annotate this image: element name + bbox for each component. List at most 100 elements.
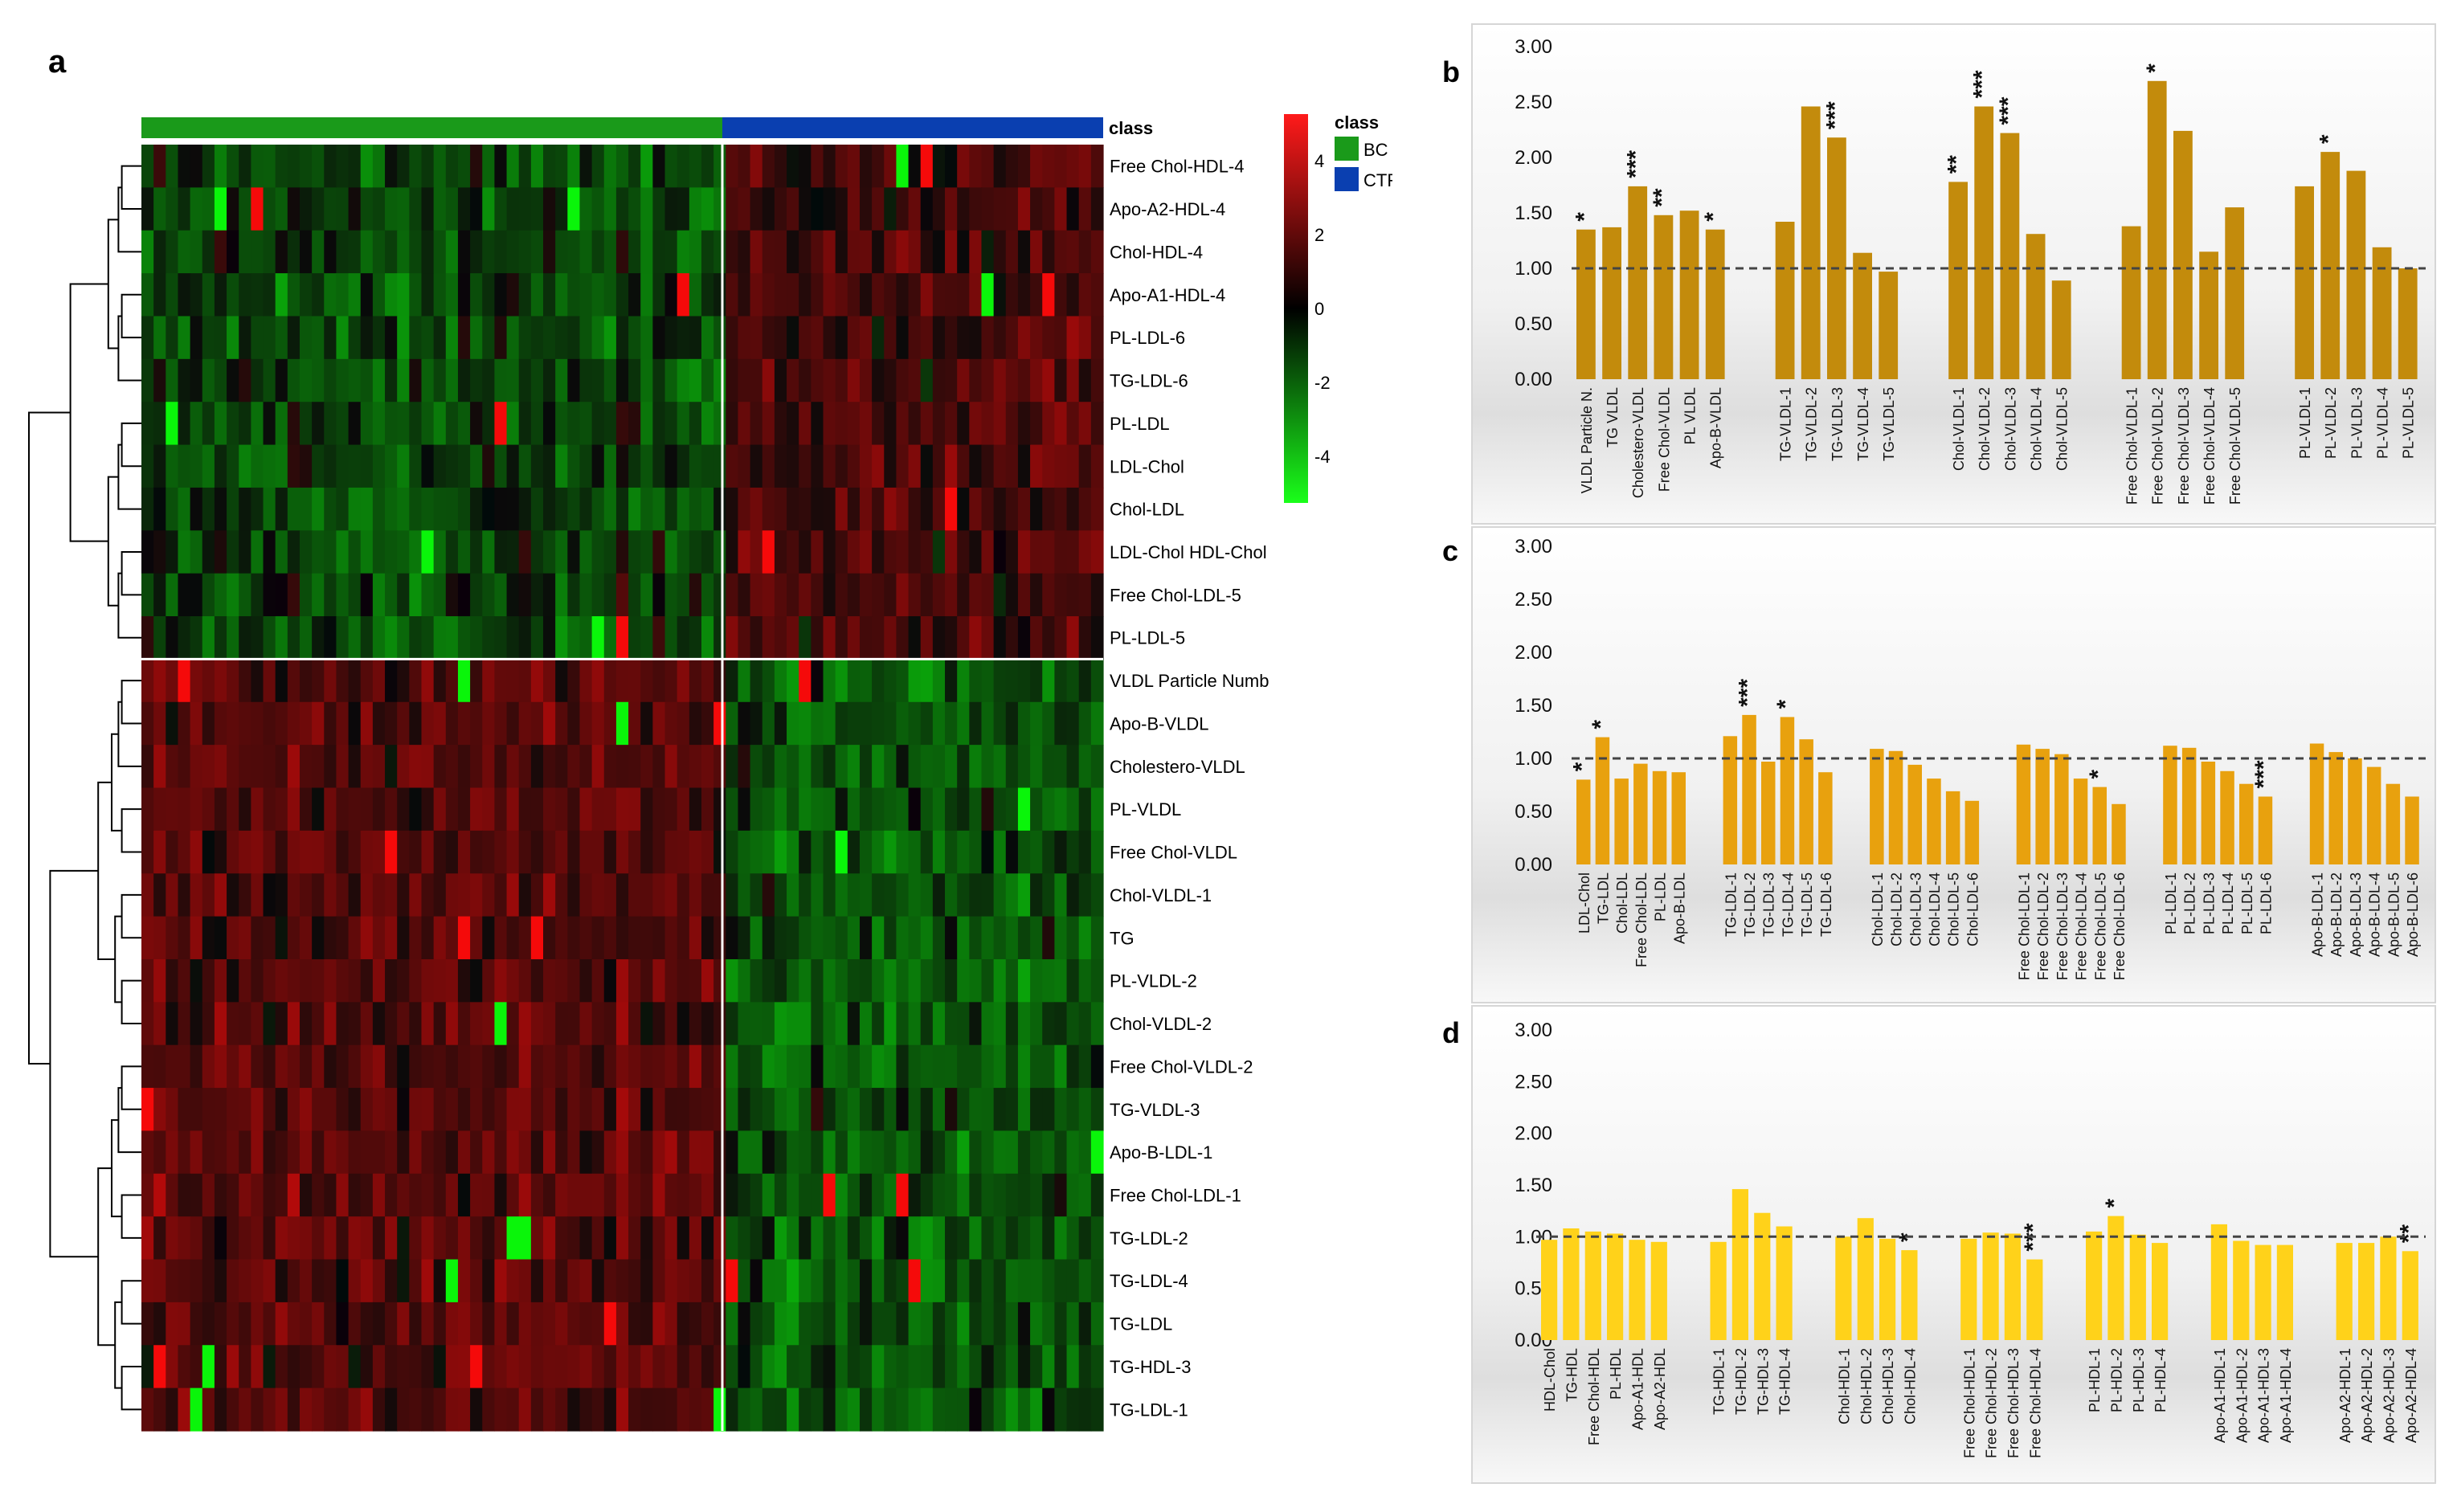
heatmap-cell (652, 659, 666, 703)
heatmap-cell (445, 145, 459, 188)
heatmap-cell (908, 1259, 922, 1303)
heatmap-cell (409, 487, 423, 531)
heatmap-cell (884, 1088, 897, 1132)
x-tick-label: Chol-LDL-6 (1964, 872, 1981, 946)
heatmap-cell (1042, 745, 1055, 789)
heatmap-cell (774, 1173, 787, 1217)
heatmap-cell (409, 145, 423, 188)
heatmap-cell (799, 1216, 812, 1261)
heatmap-cell (689, 1345, 702, 1389)
heatmap-cell (482, 444, 495, 488)
heatmap-cell (494, 916, 508, 960)
heatmap-cell (787, 958, 799, 1003)
heatmap-cell (324, 1302, 337, 1346)
heatmap-cell (774, 1259, 787, 1303)
heatmap-cell (287, 358, 300, 403)
heatmap-cell (932, 1216, 946, 1261)
heatmap-cell (579, 916, 593, 960)
heatmap-cell (372, 1302, 386, 1346)
y-tick-label: 3.00 (1515, 36, 1552, 58)
heatmap-cell (969, 916, 983, 960)
heatmap-cell (615, 1002, 629, 1046)
heatmap-cell (591, 316, 605, 360)
heatmap-cell (945, 1216, 958, 1261)
heatmap-cell (896, 1387, 910, 1432)
heatmap-cell (457, 787, 471, 832)
heatmap-cell (1042, 1088, 1055, 1132)
heatmap-cell (348, 358, 362, 403)
x-tick-label: Apo-A1-HDL-2 (2234, 1348, 2250, 1443)
heatmap-cell (409, 187, 423, 231)
heatmap-cell (835, 358, 848, 403)
heatmap-cell (348, 1044, 362, 1089)
heatmap-cell (324, 873, 337, 917)
heatmap-cell (945, 530, 958, 574)
heatmap-cell (603, 659, 617, 703)
bar (2239, 783, 2254, 864)
heatmap-cell (945, 573, 958, 617)
heatmap-cell (227, 1216, 239, 1261)
heatmap-cell (506, 187, 520, 231)
heatmap-cell (445, 358, 459, 403)
heatmap-cell (214, 873, 227, 917)
heatmap-cell (689, 444, 702, 488)
heatmap-row-label: PL-LDL-5 (1110, 628, 1185, 648)
heatmap-cell (811, 1044, 824, 1089)
dendrogram-branch (97, 1167, 116, 1346)
heatmap-cell (738, 1216, 751, 1261)
heatmap-cell (774, 958, 787, 1003)
heatmap-cell (1066, 573, 1080, 617)
heatmap-cell (421, 187, 435, 231)
heatmap-cell (1078, 1130, 1092, 1175)
heatmap-cell (263, 316, 276, 360)
heatmap-cell (385, 1044, 398, 1089)
heatmap-cell (251, 487, 264, 531)
bar (1633, 763, 1648, 864)
heatmap-cell (1054, 1002, 1068, 1046)
bar (2358, 1243, 2375, 1340)
heatmap-cell (835, 316, 848, 360)
heatmap-cell (1017, 1259, 1031, 1303)
heatmap-cell (251, 316, 264, 360)
heatmap-cell (945, 1088, 958, 1132)
x-tick-label: PL-HDL-4 (2153, 1348, 2169, 1412)
heatmap-cell (738, 616, 751, 660)
heatmap-cell (1066, 530, 1080, 574)
heatmap-cell (360, 1130, 374, 1175)
heatmap-cell (847, 145, 861, 188)
heatmap-cell (689, 1130, 702, 1175)
heatmap-cell (726, 487, 739, 531)
heatmap-cell (579, 787, 593, 832)
heatmap-cell (1090, 316, 1104, 360)
heatmap-cell (518, 273, 532, 317)
heatmap-cell (920, 916, 934, 960)
heatmap-cell (847, 316, 861, 360)
heatmap-cell (652, 916, 666, 960)
heatmap-cell (239, 230, 251, 274)
heatmap-cell (251, 787, 264, 832)
heatmap-cell (445, 830, 459, 874)
heatmap-cell (993, 530, 1007, 574)
x-tick-label: Chol-LDL-1 (1870, 872, 1886, 946)
heatmap-cell (750, 530, 763, 574)
heatmap-cell (603, 873, 617, 917)
heatmap-cell (872, 444, 885, 488)
heatmap-cell (993, 187, 1007, 231)
heatmap-cell (1017, 402, 1031, 446)
heatmap-cell (433, 273, 447, 317)
heatmap-cell (227, 701, 239, 746)
heatmap-cell (543, 873, 556, 917)
heatmap-cell (713, 701, 726, 746)
heatmap-cell (445, 787, 459, 832)
x-tick-label: TG-LDL-5 (1799, 872, 1815, 937)
heatmap-row-label: Cholestero-VLDL (1110, 757, 1245, 777)
heatmap-cell (153, 787, 166, 832)
dendrogram-branch (121, 893, 141, 939)
heatmap-cell (360, 916, 374, 960)
heatmap-cell (239, 830, 251, 874)
heatmap-cell (664, 1216, 678, 1261)
heatmap-cell (482, 1088, 495, 1132)
heatmap-cell (847, 1259, 861, 1303)
heatmap-cell (421, 273, 435, 317)
bar (1541, 1240, 1558, 1340)
